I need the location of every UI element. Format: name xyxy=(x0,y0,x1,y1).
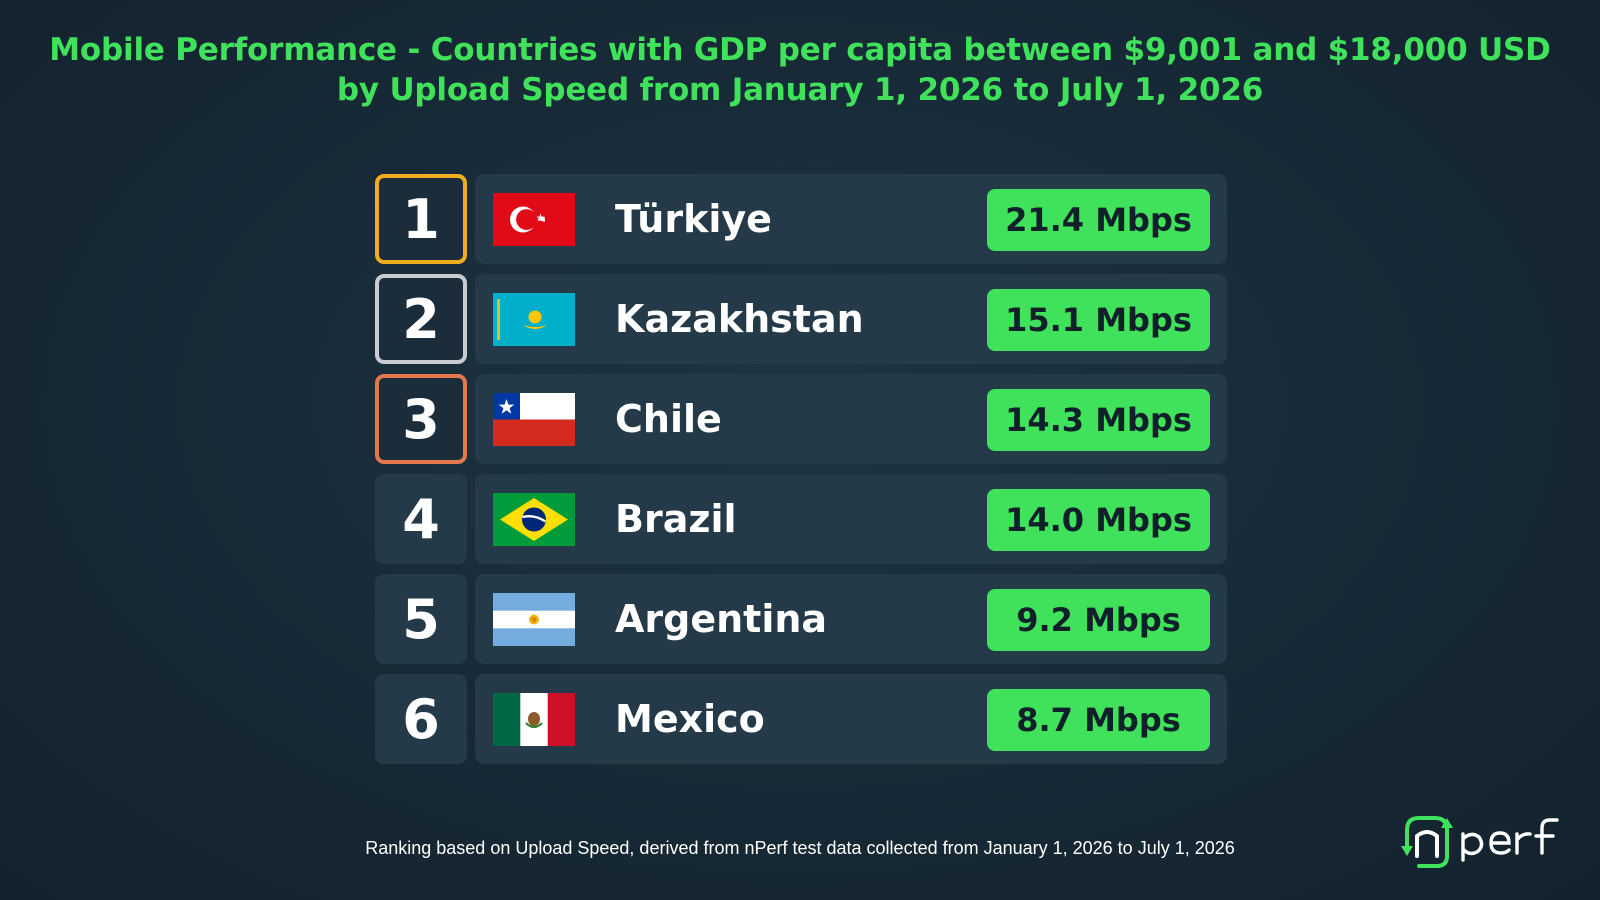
upload-speed-value: 9.2 Mbps xyxy=(987,589,1210,651)
upload-speed-value: 14.0 Mbps xyxy=(987,489,1210,551)
upload-speed-value: 14.3 Mbps xyxy=(987,389,1210,451)
ranking-row: 4 Brazil 14.0 Mbps xyxy=(375,474,1227,564)
country-bar: Mexico 8.7 Mbps xyxy=(475,674,1227,764)
country-name: Brazil xyxy=(615,497,737,541)
nperf-logo xyxy=(1397,812,1572,872)
country-bar: Kazakhstan 15.1 Mbps xyxy=(475,274,1227,364)
country-name: Chile xyxy=(615,397,722,441)
ranking-table: 1 Türkiye 21.4 Mbps 2 xyxy=(375,174,1227,774)
ranking-row: 1 Türkiye 21.4 Mbps xyxy=(375,174,1227,264)
chile-flag-icon xyxy=(493,393,575,446)
country-bar: Argentina 9.2 Mbps xyxy=(475,574,1227,664)
ranking-row: 3 Chile 14.3 Mbps xyxy=(375,374,1227,464)
mexico-flag-icon xyxy=(493,693,575,746)
chart-title: Mobile Performance - Countries with GDP … xyxy=(49,32,1551,108)
rank-badge: 5 xyxy=(375,574,467,664)
rank-badge: 3 xyxy=(375,374,467,464)
turkey-flag-icon xyxy=(493,193,575,246)
footnote: Ranking based on Upload Speed, derived f… xyxy=(365,838,1235,858)
rank-badge: 4 xyxy=(375,474,467,564)
brazil-flag-icon xyxy=(493,493,575,546)
argentina-flag-icon xyxy=(493,593,575,646)
rank-badge: 6 xyxy=(375,674,467,764)
upload-speed-value: 15.1 Mbps xyxy=(987,289,1210,351)
ranking-row: 5 Argentina 9.2 Mbps xyxy=(375,574,1227,664)
upload-speed-value: 8.7 Mbps xyxy=(987,689,1210,751)
country-bar: Türkiye 21.4 Mbps xyxy=(475,174,1227,264)
rank-badge: 2 xyxy=(375,274,467,364)
rank-badge: 1 xyxy=(375,174,467,264)
country-name: Mexico xyxy=(615,697,765,741)
country-name: Kazakhstan xyxy=(615,297,864,341)
kazakhstan-flag-icon xyxy=(493,293,575,346)
country-bar: Brazil 14.0 Mbps xyxy=(475,474,1227,564)
ranking-row: 6 Mexico 8.7 Mbps xyxy=(375,674,1227,764)
country-name: Türkiye xyxy=(615,197,772,241)
ranking-row: 2 Kazakhstan 15.1 Mbps xyxy=(375,274,1227,364)
country-bar: Chile 14.3 Mbps xyxy=(475,374,1227,464)
country-name: Argentina xyxy=(615,597,828,641)
upload-speed-value: 21.4 Mbps xyxy=(987,189,1210,251)
